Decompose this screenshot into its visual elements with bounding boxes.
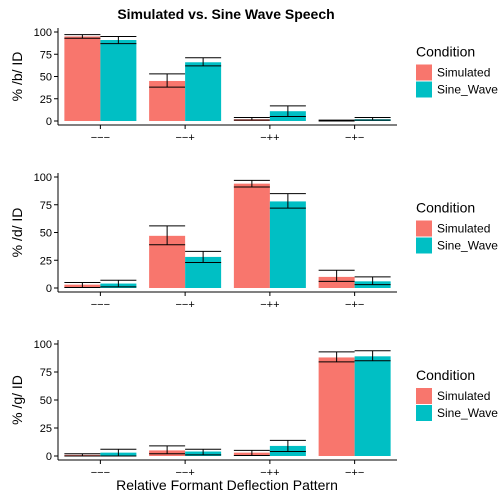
legend-swatch-sine_wave bbox=[416, 81, 432, 98]
y-tick-label: 0 bbox=[46, 116, 52, 128]
bar-simulated-3 bbox=[233, 183, 270, 288]
chart-panels: 0 25 50 75 100 −−− −−+ −++ −+− % /b/ ID Condition S… bbox=[9, 27, 498, 479]
error-bar-simulated-1 bbox=[64, 453, 101, 457]
y-tick-label: 100 bbox=[34, 339, 52, 351]
error-bar-simulated-3 bbox=[233, 179, 270, 188]
y-tick-label: 75 bbox=[40, 200, 52, 212]
x-tick-label: −−+ bbox=[175, 299, 194, 311]
y-axis-title: % /b/ ID bbox=[9, 52, 25, 102]
y-tick-label: 50 bbox=[40, 228, 52, 240]
y-tick-label: 75 bbox=[40, 367, 52, 379]
x-tick-label: −−− bbox=[91, 467, 110, 479]
error-bar-sine_wave-3 bbox=[269, 193, 306, 209]
error-bar-sine_wave-4 bbox=[354, 276, 391, 286]
x-tick-label: −+− bbox=[345, 467, 364, 479]
bar-simulated-4 bbox=[318, 357, 355, 456]
error-bar-simulated-1 bbox=[64, 281, 101, 288]
error-bar-sine_wave-1 bbox=[100, 279, 137, 288]
panel-2: 0 25 50 75 100 −−− −−+ −++ −+− % /d/ ID Condition S… bbox=[9, 172, 498, 311]
error-bar-simulated-4 bbox=[318, 351, 355, 363]
error-bar-simulated-3 bbox=[233, 116, 270, 121]
x-tick-label: −++ bbox=[260, 299, 279, 311]
error-bar-sine_wave-1 bbox=[100, 35, 137, 45]
error-bar-simulated-4 bbox=[318, 119, 355, 122]
y-tick-label: 25 bbox=[40, 94, 52, 106]
legend-label-simulated: Simulated bbox=[437, 222, 490, 236]
error-bar-simulated-2 bbox=[149, 73, 186, 88]
error-bar-sine_wave-4 bbox=[354, 350, 391, 362]
legend-title: Condition bbox=[416, 200, 475, 216]
x-tick-label: −++ bbox=[260, 467, 279, 479]
error-bar-simulated-2 bbox=[149, 225, 186, 246]
panel-1: 0 25 50 75 100 −−− −−+ −++ −+− % /b/ ID Condition S… bbox=[9, 27, 498, 144]
bar-sine_wave-4 bbox=[354, 356, 391, 456]
error-bar-sine_wave-1 bbox=[100, 448, 137, 457]
error-bar-sine_wave-2 bbox=[185, 57, 222, 67]
y-tick-label: 25 bbox=[40, 423, 52, 435]
x-tick-label: −−+ bbox=[175, 467, 194, 479]
legend-swatch-simulated bbox=[416, 64, 432, 81]
error-bar-simulated-4 bbox=[318, 269, 355, 282]
chart-title: Simulated vs. Sine Wave Speech bbox=[117, 6, 334, 22]
legend-label-sine_wave: Sine_Wave bbox=[437, 406, 498, 420]
x-tick-label: −−− bbox=[91, 299, 110, 311]
error-bar-sine_wave-2 bbox=[185, 250, 222, 263]
y-tick-label: 75 bbox=[40, 49, 52, 61]
legend-label-simulated: Simulated bbox=[437, 389, 490, 403]
bar-sine_wave-2 bbox=[185, 62, 222, 121]
y-axis-title: % /g/ ID bbox=[9, 375, 25, 425]
error-bar-sine_wave-3 bbox=[269, 439, 306, 453]
bar-sine_wave-3 bbox=[269, 201, 306, 288]
y-tick-label: 0 bbox=[46, 283, 52, 295]
legend-swatch-sine_wave bbox=[416, 405, 432, 421]
error-bar-sine_wave-2 bbox=[185, 448, 222, 456]
y-tick-label: 50 bbox=[40, 395, 52, 407]
bar-simulated-4 bbox=[318, 276, 355, 288]
error-bar-simulated-3 bbox=[233, 449, 270, 456]
y-tick-label: 100 bbox=[34, 27, 52, 39]
bar-simulated-1 bbox=[64, 36, 101, 122]
legend-label-simulated: Simulated bbox=[437, 66, 490, 80]
y-tick-label: 50 bbox=[40, 72, 52, 84]
error-bar-simulated-2 bbox=[149, 445, 186, 455]
x-tick-label: −++ bbox=[260, 132, 279, 144]
x-tick-label: −−− bbox=[91, 132, 110, 144]
legend-label-sine_wave: Sine_Wave bbox=[437, 83, 498, 97]
y-tick-label: 25 bbox=[40, 255, 52, 267]
x-tick-label: −+− bbox=[345, 299, 364, 311]
legend-label-sine_wave: Sine_Wave bbox=[437, 239, 498, 253]
x-axis-title: Relative Formant Deflection Pattern bbox=[116, 477, 338, 493]
bar-sine_wave-1 bbox=[100, 40, 137, 122]
x-tick-label: −+− bbox=[345, 132, 364, 144]
legend-swatch-simulated bbox=[416, 220, 432, 237]
legend-swatch-simulated bbox=[416, 388, 432, 404]
error-bar-simulated-1 bbox=[64, 34, 101, 39]
y-axis-title: % /d/ ID bbox=[9, 208, 25, 258]
y-tick-label: 100 bbox=[34, 172, 52, 184]
panel-3: 0 25 50 75 100 −−− −−+ −++ −+− % /g/ ID Condition S… bbox=[9, 339, 498, 479]
y-tick-label: 0 bbox=[46, 451, 52, 463]
error-bar-sine_wave-4 bbox=[354, 116, 391, 121]
legend-title: Condition bbox=[416, 44, 475, 60]
legend-swatch-sine_wave bbox=[416, 237, 432, 254]
error-bar-sine_wave-3 bbox=[269, 105, 306, 118]
legend-title: Condition bbox=[416, 367, 475, 383]
x-tick-label: −−+ bbox=[175, 132, 194, 144]
